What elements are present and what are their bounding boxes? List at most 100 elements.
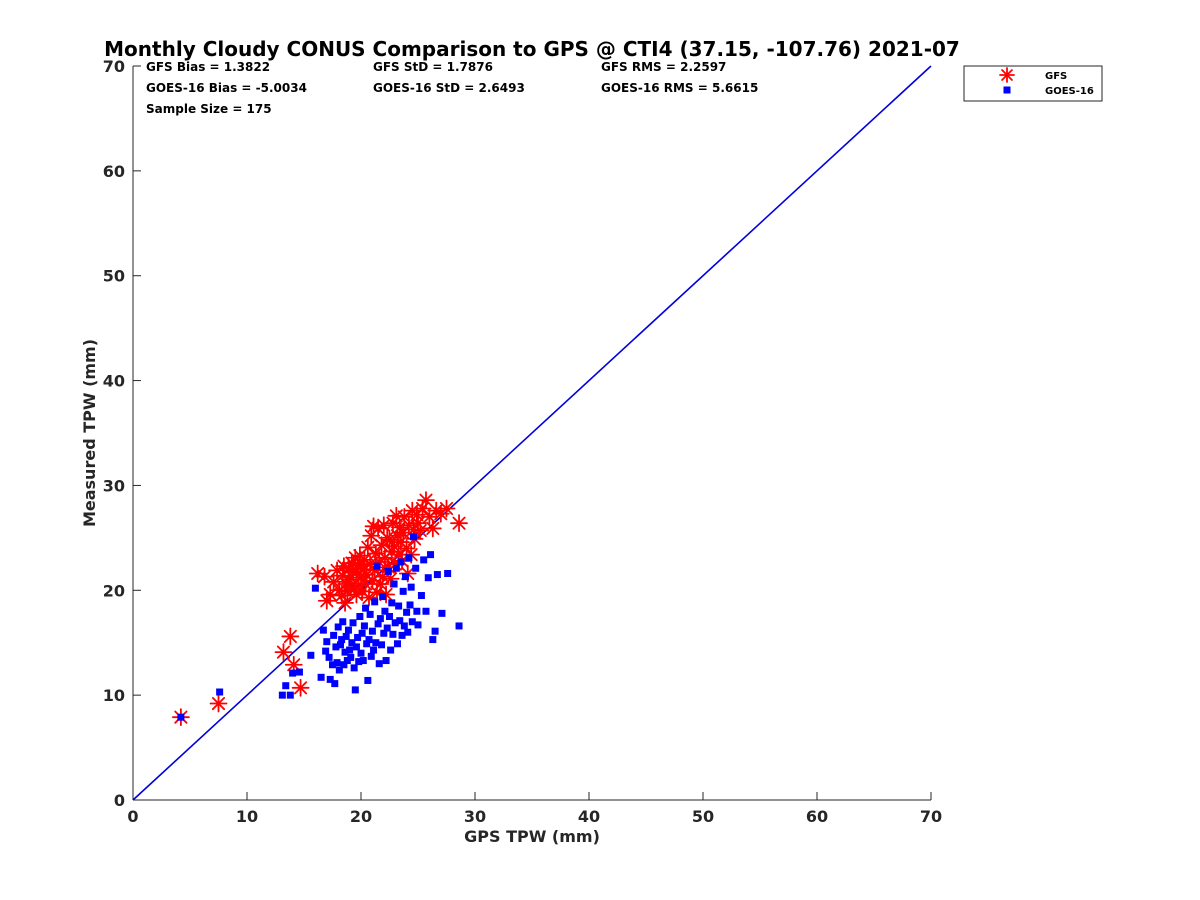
goes16-point xyxy=(384,567,392,575)
goes16-point xyxy=(330,631,338,639)
goes16-point xyxy=(334,623,342,631)
goes16-point xyxy=(433,571,441,579)
gfs-rms-text: GFS RMS = 2.2597 xyxy=(601,60,726,74)
goes16-point xyxy=(409,533,417,541)
goes16-point xyxy=(396,617,404,625)
goes16-point xyxy=(379,593,387,601)
goes16-point xyxy=(390,580,398,588)
legend-gfs-label: GFS xyxy=(1045,71,1067,82)
goes16-point xyxy=(455,622,463,630)
goes16-point xyxy=(340,661,348,669)
goes16-point xyxy=(413,607,421,615)
one-to-one-reference-line xyxy=(132,65,932,801)
goes16-point xyxy=(341,648,349,656)
goes16-point xyxy=(351,686,359,694)
goes16-point xyxy=(319,626,327,634)
goes16-point xyxy=(311,584,319,592)
goes16-point xyxy=(370,646,378,654)
goes16-point xyxy=(282,682,290,690)
goes16-point xyxy=(395,602,403,610)
goes16-point xyxy=(387,646,395,654)
gfs-std-text: GFS StD = 1.7876 xyxy=(373,60,493,74)
goes16-point xyxy=(444,570,452,578)
goes16-point xyxy=(404,628,412,636)
y-tick-label: 10 xyxy=(103,686,125,705)
goes16-point xyxy=(372,639,380,647)
goes16-point xyxy=(398,631,406,639)
goes16-point xyxy=(429,636,437,644)
goes16-point xyxy=(350,664,358,672)
goes16-point xyxy=(364,676,372,684)
goes16-point xyxy=(358,629,366,637)
goes16-point xyxy=(344,626,352,634)
goes16-point xyxy=(378,641,386,649)
goes16-point xyxy=(383,624,391,632)
chart-title: Monthly Cloudy CONUS Comparison to GPS @… xyxy=(104,37,960,61)
goes16-point xyxy=(339,618,347,626)
goes16-point xyxy=(397,558,405,566)
legend-goes16-marker xyxy=(1003,86,1011,94)
legend-gfs-asterisk xyxy=(999,67,1015,83)
goes16-point xyxy=(323,638,331,646)
goes16-point xyxy=(329,661,336,669)
gfs-point xyxy=(423,519,442,538)
goes16-point xyxy=(360,622,368,630)
goes16-point xyxy=(414,621,422,629)
goes16-point xyxy=(367,652,375,660)
goes16-point xyxy=(331,680,339,688)
goes16-series xyxy=(177,533,463,721)
goes16-point xyxy=(393,640,401,648)
y-tick-label: 20 xyxy=(103,581,125,600)
y-tick-label: 0 xyxy=(114,791,125,810)
goes16-point xyxy=(373,562,381,570)
goes16-point xyxy=(332,643,340,651)
goes16-rms-text: GOES-16 RMS = 5.6615 xyxy=(601,81,758,95)
goes16-point xyxy=(389,630,397,638)
goes16-point xyxy=(322,647,330,655)
goes16-point xyxy=(317,673,325,681)
goes16-point xyxy=(381,607,389,615)
gfs-bias-text: GFS Bias = 1.3822 xyxy=(146,60,270,74)
y-axis-label: Measured TPW (mm) xyxy=(80,339,99,527)
x-tick-label: 10 xyxy=(236,807,258,826)
x-tick-label: 20 xyxy=(350,807,372,826)
goes16-point xyxy=(363,640,371,648)
gfs-series xyxy=(171,491,468,727)
x-axis-ticks: 0 10 20 30 40 50 60 70 xyxy=(127,792,942,826)
goes16-point xyxy=(412,564,420,572)
goes16-point xyxy=(347,653,355,661)
gfs-point xyxy=(450,514,468,533)
x-tick-label: 60 xyxy=(806,807,828,826)
goes16-point xyxy=(424,574,432,582)
goes16-point xyxy=(216,688,224,696)
legend-gfs-marker xyxy=(999,67,1015,83)
goes16-point xyxy=(427,551,435,559)
goes16-point xyxy=(348,639,356,647)
statistics-annotations: GFS Bias = 1.3822 GFS StD = 1.7876 GFS R… xyxy=(146,60,758,116)
goes16-point xyxy=(355,658,363,666)
goes16-point xyxy=(391,619,399,627)
goes16-point xyxy=(354,633,362,641)
y-axis-ticks: 0 10 20 30 40 50 60 70 xyxy=(103,57,141,810)
goes16-std-text: GOES-16 StD = 2.6493 xyxy=(373,81,525,95)
goes16-point xyxy=(346,646,354,654)
goes16-point xyxy=(349,619,357,627)
gfs-point xyxy=(387,506,406,525)
gfs-point xyxy=(291,678,310,697)
goes16-point xyxy=(386,613,393,620)
gfs-point xyxy=(274,643,293,662)
goes16-point xyxy=(295,668,303,676)
goes16-point xyxy=(368,627,376,635)
goes16-point xyxy=(422,607,430,615)
goes16-point xyxy=(376,615,384,623)
legend-goes16-label: GOES-16 xyxy=(1045,86,1094,97)
goes16-point xyxy=(359,657,367,665)
gfs-point xyxy=(437,499,456,518)
goes16-point xyxy=(392,564,400,572)
y-tick-label: 60 xyxy=(103,162,125,181)
y-tick-label: 40 xyxy=(103,372,125,391)
goes16-point xyxy=(438,609,446,617)
x-tick-label: 30 xyxy=(464,807,486,826)
goes16-point xyxy=(365,636,373,644)
goes16-point xyxy=(333,659,341,667)
